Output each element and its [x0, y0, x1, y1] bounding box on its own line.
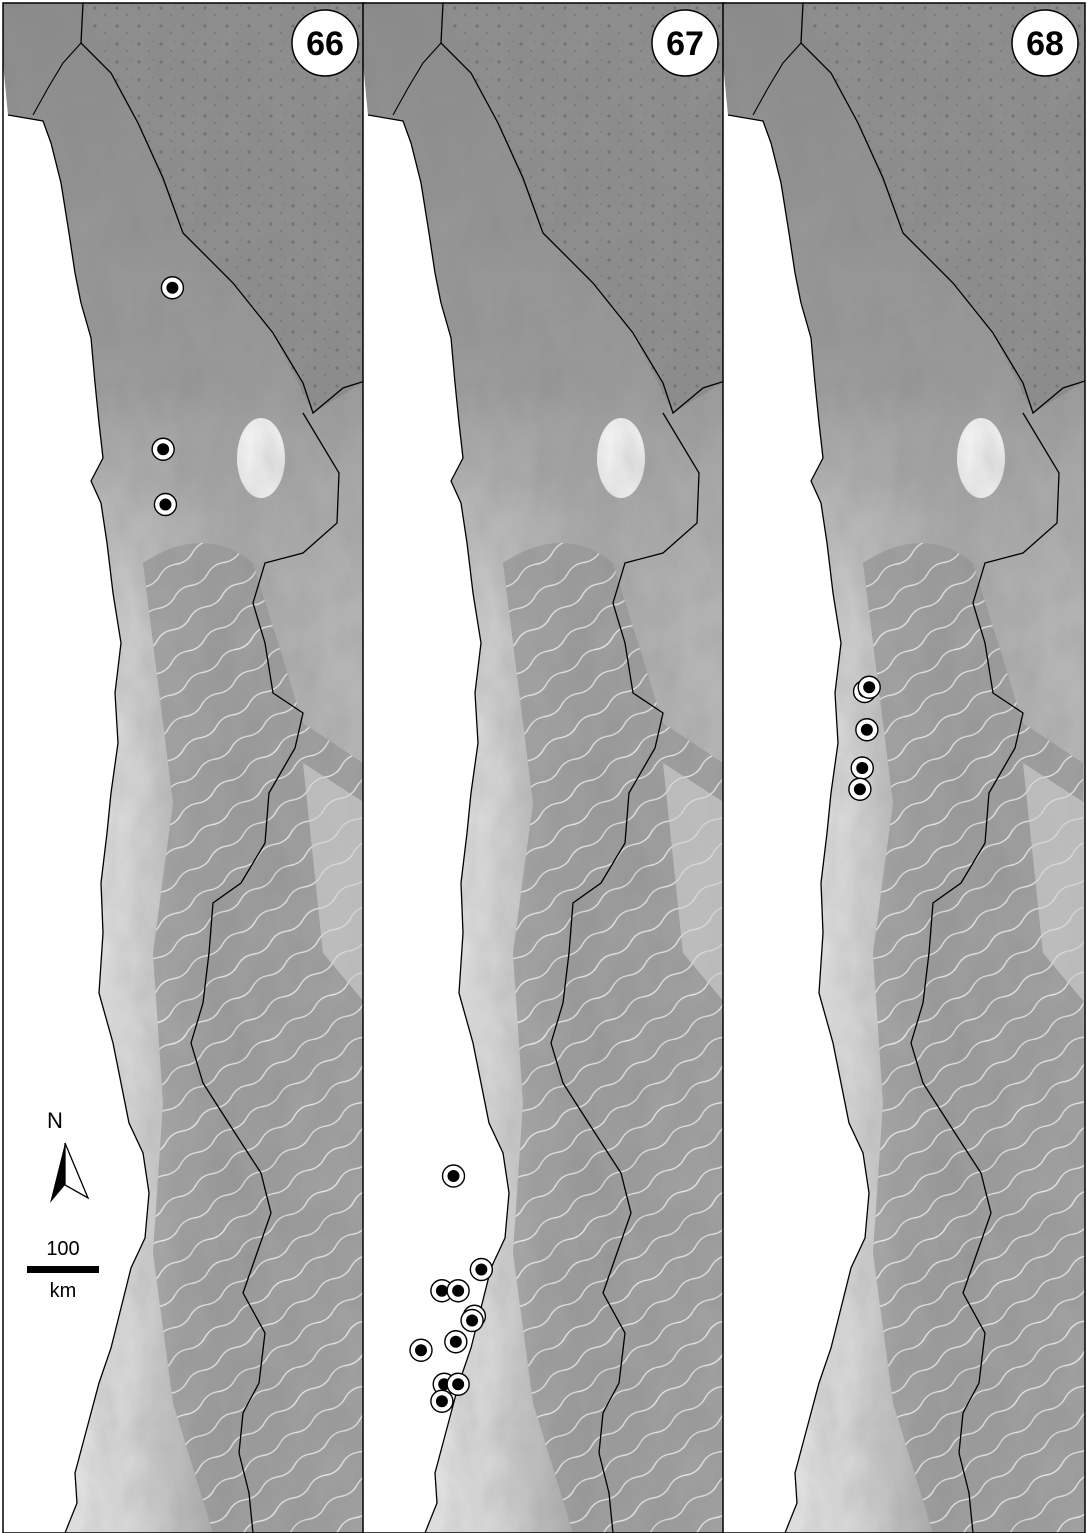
- coastline: [7, 114, 150, 1533]
- coastline: [367, 114, 510, 1533]
- record-marker: [446, 1279, 470, 1303]
- record-marker: [430, 1389, 454, 1413]
- record-marker: [855, 718, 879, 742]
- panel-number: 67: [666, 25, 704, 63]
- international-border: [550, 412, 700, 1533]
- map-panel-67: 67: [362, 2, 726, 1533]
- north-label: N: [47, 1108, 63, 1133]
- record-marker: [469, 1257, 494, 1282]
- record-marker: [460, 1308, 484, 1333]
- record-marker: [444, 1330, 468, 1354]
- scale-value: 100: [46, 1238, 79, 1260]
- panel-number-badge: 67: [651, 9, 719, 77]
- scale-unit: km: [50, 1280, 77, 1302]
- international-border: [440, 3, 725, 415]
- record-marker: [151, 437, 175, 461]
- map-panel-68: 68: [722, 2, 1086, 1533]
- record-marker: [441, 1164, 466, 1188]
- panel-frame: [722, 2, 1086, 1533]
- coastline: [727, 114, 870, 1533]
- international-border: [800, 3, 1085, 415]
- record-marker: [850, 756, 874, 780]
- panel-number: 66: [306, 25, 344, 63]
- record-marker: [160, 276, 185, 300]
- record-marker: [848, 777, 872, 801]
- map-panel-66: 66 N 100 km: [2, 2, 366, 1533]
- international-border: [910, 412, 1060, 1533]
- international-border: [80, 3, 365, 415]
- record-marker: [446, 1372, 470, 1396]
- panel-number-badge: 68: [1011, 9, 1079, 77]
- north-arrow-icon: N: [47, 1108, 90, 1203]
- panel-number-badge: 66: [291, 9, 359, 77]
- scale-bar: 100 km: [27, 1238, 99, 1302]
- record-marker: [409, 1338, 433, 1362]
- record-marker: [857, 675, 881, 699]
- panel-number: 68: [1026, 25, 1064, 63]
- record-marker: [153, 492, 178, 517]
- international-border: [190, 412, 340, 1533]
